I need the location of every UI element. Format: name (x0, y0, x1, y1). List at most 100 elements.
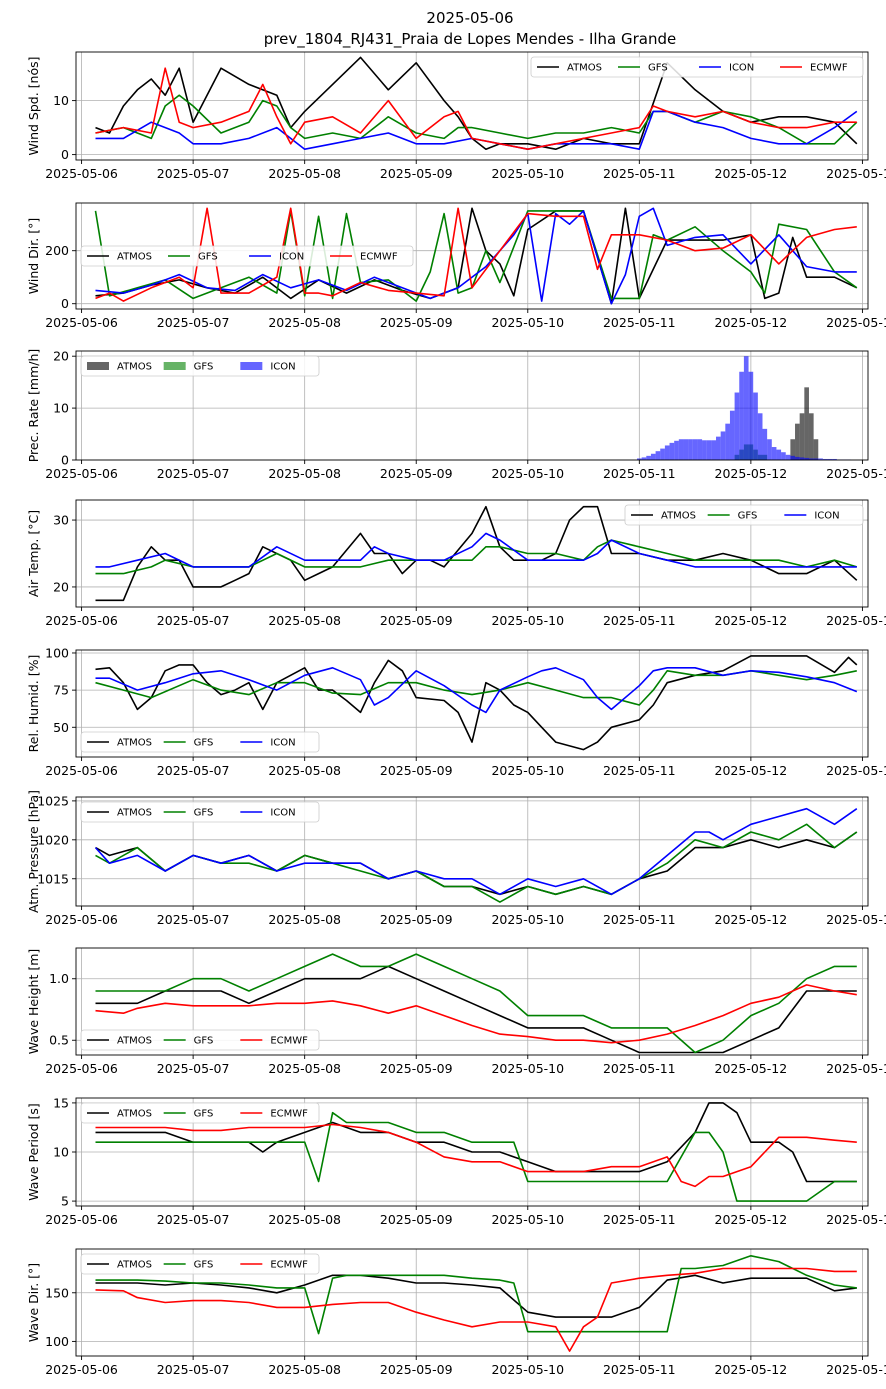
series-line-gfs (95, 823, 858, 903)
bar-icon (776, 449, 782, 460)
x-tick-label: 2025-05-08 (268, 315, 341, 330)
y-tick-label: 1015 (37, 871, 69, 886)
x-tick-label: 2025-05-13 (826, 1362, 886, 1377)
legend-swatch-gfs (163, 362, 186, 370)
y-axis-label: Wave Period [s] (26, 1103, 41, 1201)
x-tick-label: 2025-05-10 (491, 466, 564, 481)
x-tick-label: 2025-05-11 (603, 315, 676, 330)
bar-icon (660, 448, 665, 460)
plot-area (95, 1255, 857, 1352)
bar-atmos (813, 439, 819, 460)
x-tick-label: 2025-05-11 (603, 613, 676, 628)
legend-label-atmos: ATMOS (117, 1109, 152, 1120)
plot-area (95, 953, 857, 1054)
legend-label-gfs: GFS (194, 1036, 214, 1047)
legend-box (80, 801, 320, 823)
legend: ATMOS GFS ICON ECMWF (530, 56, 864, 78)
bar-icon (692, 439, 698, 460)
x-tick-label: 2025-05-07 (157, 1212, 230, 1227)
axes-frame (75, 51, 869, 161)
legend-label-ecmwf: ECMWF (270, 1260, 308, 1271)
legend-swatch-atmos (87, 362, 109, 370)
panel-atm-pressure-hpa: 2025-05-06 2025-05-07 2025-05-08 2025-05-09… (26, 790, 886, 927)
panel-prec-rate-mm-h: 2025-05-06 2025-05-07 2025-05-08 2025-05-09… (26, 349, 886, 481)
x-tick-label: 2025-05-12 (715, 166, 788, 181)
x-tick-label: 2025-05-07 (157, 1362, 230, 1377)
x-tick-label: 2025-05-07 (157, 166, 230, 181)
x-tick-label: 2025-05-09 (380, 1362, 453, 1377)
legend: ATMOS GFS ICON ECMWF (80, 245, 414, 267)
y-axis-label: Wind Dir. [°] (26, 218, 41, 294)
legend-label-atmos: ATMOS (567, 63, 602, 74)
plot-area (95, 655, 858, 751)
x-tick-label: 2025-05-06 (45, 912, 118, 927)
bar-icon (804, 457, 809, 460)
legend-label-gfs: GFS (194, 1109, 214, 1120)
plot-area (95, 56, 858, 150)
x-tick-label: 2025-05-11 (603, 466, 676, 481)
bar-icon (799, 457, 805, 460)
series-line-ecmwf (95, 67, 857, 150)
series-line-icon (94, 807, 858, 896)
y-tick-label: 150 (45, 1285, 69, 1300)
bar-icon (697, 439, 703, 460)
bar-atmos (790, 439, 796, 460)
series-line-ecmwf (95, 1123, 857, 1188)
x-tick-label: 2025-05-09 (380, 166, 453, 181)
x-tick-label: 2025-05-08 (268, 912, 341, 927)
bar-icon (795, 456, 800, 460)
series-line-atmos (95, 207, 858, 305)
legend-label-atmos: ATMOS (117, 362, 152, 373)
series-line-icon (95, 532, 857, 568)
series-line-ecmwf (95, 1267, 857, 1352)
legend: ATMOS GFS ECMWF (80, 1102, 320, 1124)
bar-icon (832, 458, 837, 460)
bar-icon (785, 454, 791, 460)
series-line-atmos (95, 1102, 857, 1183)
bar-icon (771, 447, 777, 460)
x-tick-label: 2025-05-13 (826, 315, 886, 330)
bar-icon (748, 371, 754, 460)
y-tick-label: 0 (61, 453, 69, 468)
x-tick-label: 2025-05-08 (268, 1212, 341, 1227)
x-tick-label: 2025-05-11 (603, 912, 676, 927)
bar-icon (711, 440, 717, 460)
legend-label-gfs: GFS (738, 511, 758, 522)
y-axis-label: Wave Dir. [°] (26, 1263, 41, 1342)
plot-area (95, 1102, 857, 1202)
legend-label-gfs: GFS (194, 362, 214, 373)
plot-area (95, 505, 858, 602)
legend-label-ecmwf: ECMWF (270, 1036, 308, 1047)
panel-wind-spd-n-s: 2025-05-06 2025-05-07 2025-05-08 2025-05-09… (26, 51, 886, 181)
legend: ATMOS GFS ICON (624, 504, 864, 526)
series-line-gfs (95, 669, 857, 706)
y-tick-label: 10 (53, 1145, 69, 1160)
x-tick-label: 2025-05-06 (45, 315, 118, 330)
y-tick-label: 1020 (37, 832, 69, 847)
plot-area (94, 207, 858, 305)
x-tick-label: 2025-05-07 (157, 912, 230, 927)
axes-frame (75, 649, 869, 758)
y-tick-label: 10 (53, 93, 69, 108)
legend-label-icon: ICON (270, 362, 295, 373)
y-tick-label: 15 (53, 1095, 69, 1110)
legend-label-gfs: GFS (198, 252, 218, 263)
x-tick-label: 2025-05-11 (603, 1212, 676, 1227)
x-tick-label: 2025-05-10 (491, 912, 564, 927)
y-tick-label: 0.5 (49, 1033, 69, 1048)
x-tick-label: 2025-05-11 (603, 763, 676, 778)
bar-icon (757, 413, 763, 460)
y-tick-label: 20 (53, 349, 69, 364)
legend: ATMOS GFS ICON (80, 355, 320, 377)
x-tick-label: 2025-05-11 (603, 1061, 676, 1076)
y-tick-label: 0 (61, 296, 69, 311)
x-tick-label: 2025-05-12 (715, 1212, 788, 1227)
y-axis-label: Wind Spd. [nós] (26, 57, 41, 156)
series-line-ecmwf (95, 984, 857, 1044)
bar-atmos (804, 387, 809, 460)
legend-box (80, 1253, 320, 1275)
plot-area (94, 807, 858, 903)
legend-label-icon: ICON (279, 252, 304, 263)
figure-title-date: 2025-05-06 (426, 9, 513, 27)
